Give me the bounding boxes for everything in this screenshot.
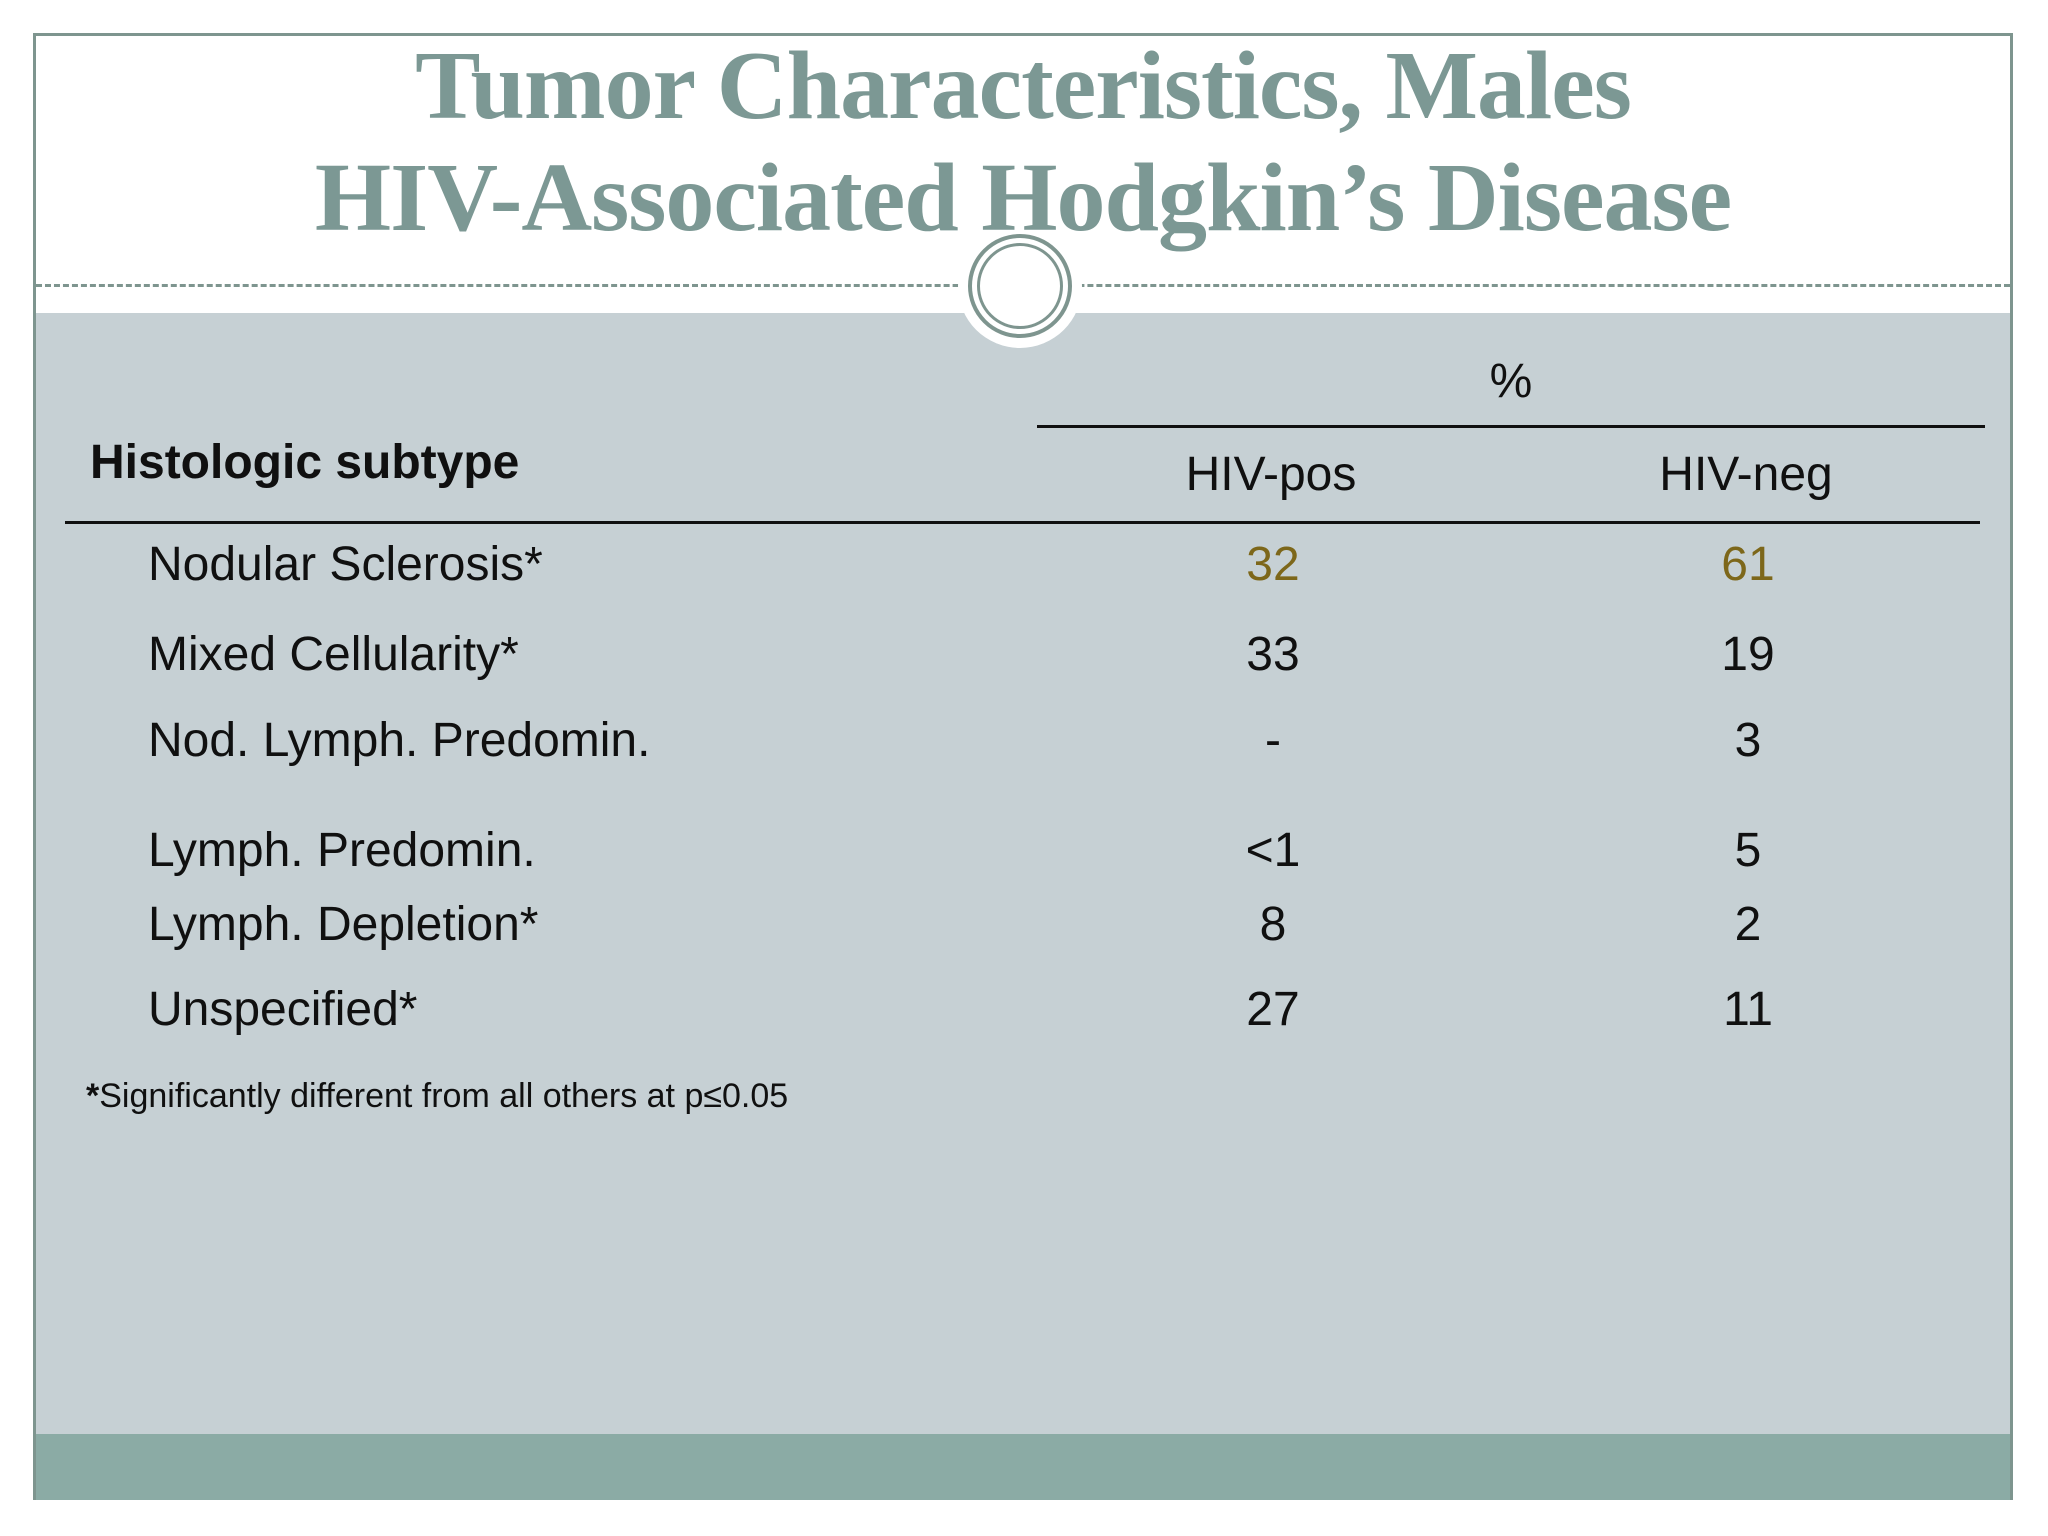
slide-title: Tumor Characteristics, Males HIV-Associa…: [36, 30, 2010, 254]
table-cell-hiv-pos: 32: [1246, 538, 1300, 591]
ornament-inner-ring: [977, 243, 1063, 329]
footnote-text: Significantly different from all others …: [99, 1077, 789, 1115]
table-row-label: Mixed Cellularity*: [148, 628, 519, 681]
column-header-hiv-neg: HIV-neg: [1659, 448, 1833, 501]
footer-bar: [36, 1434, 2010, 1500]
table-cell-hiv-pos: 27: [1246, 983, 1300, 1036]
slide-title-line-2: HIV-Associated Hodgkin’s Disease: [314, 144, 1732, 252]
table-cell-hiv-pos: -: [1265, 714, 1281, 767]
table-cell-hiv-neg: 3: [1734, 714, 1762, 767]
table-cell-hiv-neg: 11: [1723, 983, 1773, 1036]
table-cell-hiv-neg: 2: [1734, 898, 1762, 951]
table-cell-hiv-neg: 5: [1734, 824, 1762, 877]
ornament-outer-ring: [968, 234, 1072, 338]
table-cell-hiv-neg: 19: [1721, 628, 1775, 681]
table-cell-hiv-pos: 8: [1259, 898, 1287, 951]
percent-underline: [1037, 425, 1985, 428]
table-row-label: Lymph. Predomin.: [148, 824, 536, 877]
footnote: *Significantly different from all others…: [86, 1072, 788, 1120]
column-group-header-percent: %: [1489, 355, 1533, 408]
table-cell-hiv-pos: <1: [1245, 824, 1301, 877]
row-group-header: Histologic subtype: [90, 436, 520, 489]
table-row-label: Unspecified*: [148, 983, 418, 1036]
column-header-hiv-pos: HIV-pos: [1185, 448, 1357, 501]
content-area-background: [36, 313, 2010, 1434]
table-row-label: Nodular Sclerosis*: [148, 538, 543, 591]
table-row-label: Lymph. Depletion*: [148, 898, 539, 951]
circle-ornament-icon: [958, 224, 1082, 348]
header-underline: [65, 521, 1980, 524]
slide-title-line-1: Tumor Characteristics, Males: [415, 32, 1632, 140]
table-cell-hiv-pos: 33: [1246, 628, 1300, 681]
table-cell-hiv-neg: 61: [1721, 538, 1775, 591]
footnote-asterisk: *: [86, 1077, 100, 1115]
table-row-label: Nod. Lymph. Predomin.: [148, 714, 651, 767]
